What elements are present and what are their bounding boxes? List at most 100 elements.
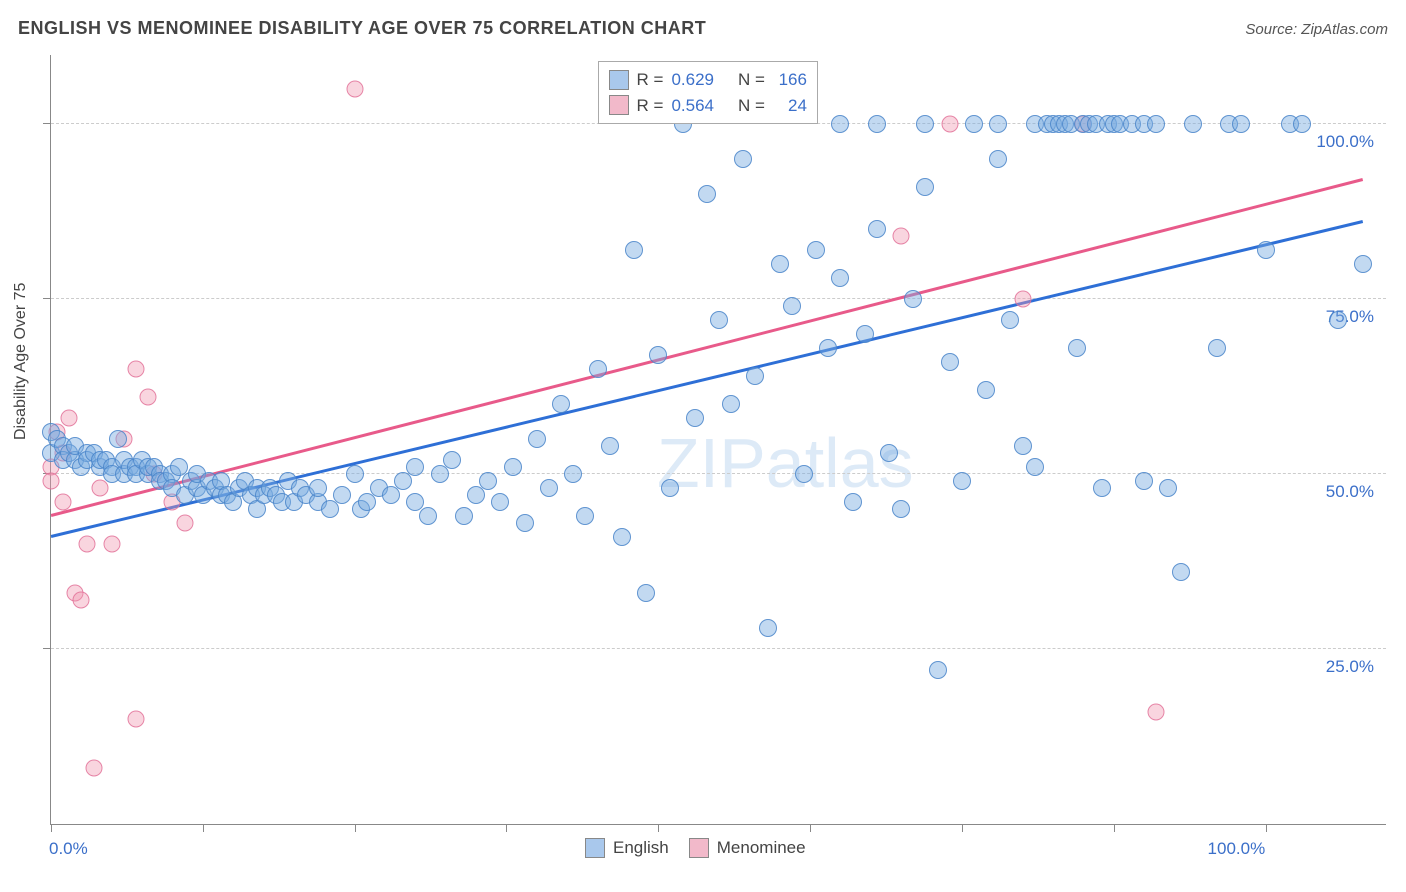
x-tick: [1114, 824, 1115, 832]
data-point-english: [1147, 115, 1165, 133]
data-point-english: [1293, 115, 1311, 133]
data-point-menominee: [103, 536, 120, 553]
english-swatch-icon: [585, 838, 605, 858]
y-tick: [43, 123, 51, 124]
data-point-english: [880, 444, 898, 462]
stats-swatch-icon: [609, 70, 629, 90]
data-point-english: [528, 430, 546, 448]
data-point-english: [491, 493, 509, 511]
data-point-english: [467, 486, 485, 504]
data-point-menominee: [43, 473, 60, 490]
data-point-english: [625, 241, 643, 259]
data-point-english: [965, 115, 983, 133]
data-point-english: [1093, 479, 1111, 497]
data-point-english: [831, 115, 849, 133]
data-point-menominee: [1148, 704, 1165, 721]
data-point-english: [795, 465, 813, 483]
data-point-english: [637, 584, 655, 602]
y-axis-value: 50.0%: [1326, 482, 1374, 502]
data-point-menominee: [79, 536, 96, 553]
y-axis-value: 25.0%: [1326, 657, 1374, 677]
x-tick: [355, 824, 356, 832]
data-point-english: [431, 465, 449, 483]
r-value: 0.564: [671, 93, 714, 119]
y-tick: [43, 648, 51, 649]
data-point-english: [892, 500, 910, 518]
data-point-english: [856, 325, 874, 343]
data-point-english: [516, 514, 534, 532]
correlation-stats-box: R = 0.629 N = 166R =0.564N =24: [598, 61, 818, 124]
data-point-english: [309, 479, 327, 497]
data-point-english: [601, 437, 619, 455]
data-point-english: [868, 115, 886, 133]
data-point-english: [1184, 115, 1202, 133]
legend-item-menominee: Menominee: [689, 838, 806, 858]
data-point-english: [479, 472, 497, 490]
data-point-english: [698, 185, 716, 203]
data-point-english: [1208, 339, 1226, 357]
data-point-english: [941, 353, 959, 371]
data-point-english: [540, 479, 558, 497]
data-point-english: [734, 150, 752, 168]
n-value: 166: [773, 67, 807, 93]
y-axis-value: 100.0%: [1316, 132, 1374, 152]
n-value: 24: [773, 93, 807, 119]
data-point-english: [831, 269, 849, 287]
data-point-english: [953, 472, 971, 490]
data-point-english: [419, 507, 437, 525]
data-point-english: [904, 290, 922, 308]
chart-title: ENGLISH VS MENOMINEE DISABILITY AGE OVER…: [18, 18, 706, 39]
data-point-menominee: [941, 116, 958, 133]
data-point-english: [819, 339, 837, 357]
data-point-english: [868, 220, 886, 238]
data-point-english: [1026, 458, 1044, 476]
data-point-english: [844, 493, 862, 511]
data-point-menominee: [140, 389, 157, 406]
r-value: 0.629: [671, 67, 714, 93]
stats-row-menominee: R =0.564N =24: [609, 93, 807, 119]
legend-label-menominee: Menominee: [717, 838, 806, 858]
data-point-english: [661, 479, 679, 497]
y-axis-label: Disability Age Over 75: [12, 283, 30, 440]
x-tick: [962, 824, 963, 832]
x-axis-value: 0.0%: [49, 839, 88, 859]
data-point-english: [504, 458, 522, 476]
data-point-english: [576, 507, 594, 525]
legend: English Menominee: [585, 838, 806, 858]
data-point-menominee: [128, 711, 145, 728]
data-point-english: [613, 528, 631, 546]
data-point-english: [321, 500, 339, 518]
trendline-menominee: [51, 178, 1363, 516]
data-point-english: [807, 241, 825, 259]
data-point-english: [916, 115, 934, 133]
data-point-menominee: [1014, 291, 1031, 308]
gridline: [51, 298, 1386, 299]
legend-item-english: English: [585, 838, 669, 858]
gridline: [51, 648, 1386, 649]
data-point-english: [1135, 472, 1153, 490]
data-point-english: [746, 367, 764, 385]
r-label: R =: [637, 67, 664, 93]
data-point-menominee: [893, 228, 910, 245]
menominee-swatch-icon: [689, 838, 709, 858]
n-label: N =: [738, 67, 765, 93]
data-point-english: [443, 451, 461, 469]
data-point-english: [406, 458, 424, 476]
data-point-english: [1232, 115, 1250, 133]
data-point-menominee: [91, 480, 108, 497]
data-point-english: [1172, 563, 1190, 581]
data-point-english: [358, 493, 376, 511]
stats-swatch-icon: [609, 95, 629, 115]
data-point-english: [686, 409, 704, 427]
data-point-menominee: [346, 81, 363, 98]
x-tick: [203, 824, 204, 832]
data-point-english: [989, 150, 1007, 168]
x-tick: [51, 824, 52, 832]
data-point-english: [109, 430, 127, 448]
data-point-english: [759, 619, 777, 637]
legend-label-english: English: [613, 838, 669, 858]
data-point-menominee: [128, 361, 145, 378]
data-point-english: [1354, 255, 1372, 273]
data-point-english: [649, 346, 667, 364]
data-point-menominee: [73, 592, 90, 609]
